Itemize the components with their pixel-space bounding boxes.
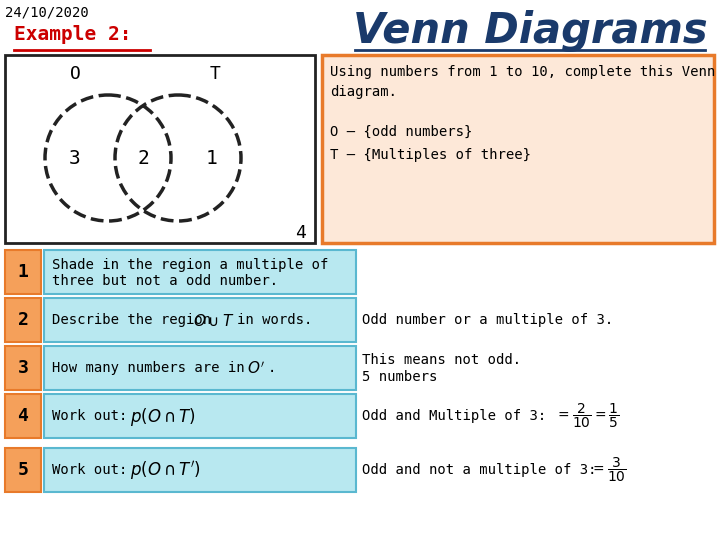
Text: $p(O \cap T')$: $p(O \cap T')$	[130, 460, 201, 483]
Text: Work out:: Work out:	[52, 463, 127, 477]
Text: 3: 3	[69, 148, 81, 167]
Text: $O \cup T$: $O \cup T$	[193, 313, 235, 329]
Text: Using numbers from 1 to 10, complete this Venn: Using numbers from 1 to 10, complete thi…	[330, 65, 715, 79]
Text: 3: 3	[17, 359, 28, 377]
Text: Odd and Multiple of 3:: Odd and Multiple of 3:	[362, 409, 546, 423]
Text: 2: 2	[17, 311, 28, 329]
Text: 1: 1	[17, 263, 28, 281]
Text: Example 2:: Example 2:	[14, 25, 132, 44]
Text: Odd and not a multiple of 3:: Odd and not a multiple of 3:	[362, 463, 596, 477]
Text: T: T	[210, 65, 220, 83]
Text: 5 numbers: 5 numbers	[362, 370, 437, 384]
Text: in words.: in words.	[237, 313, 312, 327]
FancyBboxPatch shape	[5, 298, 41, 342]
Text: 5: 5	[17, 461, 28, 479]
FancyBboxPatch shape	[322, 55, 714, 243]
Text: Shade in the region a multiple of: Shade in the region a multiple of	[52, 258, 328, 272]
Text: $= \dfrac{2}{10} = \dfrac{1}{5}$: $= \dfrac{2}{10} = \dfrac{1}{5}$	[555, 402, 619, 430]
Text: 4: 4	[17, 407, 28, 425]
FancyBboxPatch shape	[44, 448, 356, 492]
Text: .: .	[268, 361, 276, 375]
FancyBboxPatch shape	[5, 55, 315, 243]
FancyBboxPatch shape	[44, 394, 356, 438]
FancyBboxPatch shape	[44, 250, 356, 294]
FancyBboxPatch shape	[5, 346, 41, 390]
Text: O: O	[70, 65, 81, 83]
Text: Venn Diagrams: Venn Diagrams	[353, 10, 707, 52]
Text: $= \dfrac{3}{10}$: $= \dfrac{3}{10}$	[590, 456, 626, 484]
Text: T – {Multiples of three}: T – {Multiples of three}	[330, 148, 531, 162]
Text: 24/10/2020: 24/10/2020	[5, 5, 89, 19]
FancyBboxPatch shape	[44, 346, 356, 390]
FancyBboxPatch shape	[5, 448, 41, 492]
Text: $p(O \cap T)$: $p(O \cap T)$	[130, 406, 196, 428]
Text: How many numbers are in: How many numbers are in	[52, 361, 253, 375]
Text: 4: 4	[294, 224, 305, 242]
FancyBboxPatch shape	[5, 394, 41, 438]
Text: 1: 1	[205, 148, 217, 167]
FancyBboxPatch shape	[5, 250, 41, 294]
Text: three but not a odd number.: three but not a odd number.	[52, 274, 278, 288]
FancyBboxPatch shape	[44, 298, 356, 342]
Text: This means not odd.: This means not odd.	[362, 353, 521, 367]
Text: O – {odd numbers}: O – {odd numbers}	[330, 125, 472, 139]
Text: Work out:: Work out:	[52, 409, 127, 423]
Text: Odd number or a multiple of 3.: Odd number or a multiple of 3.	[362, 313, 613, 327]
Text: $O'$: $O'$	[247, 361, 265, 377]
Text: diagram.: diagram.	[330, 85, 397, 99]
Text: Describe the region: Describe the region	[52, 313, 211, 327]
Text: 2: 2	[137, 148, 149, 167]
